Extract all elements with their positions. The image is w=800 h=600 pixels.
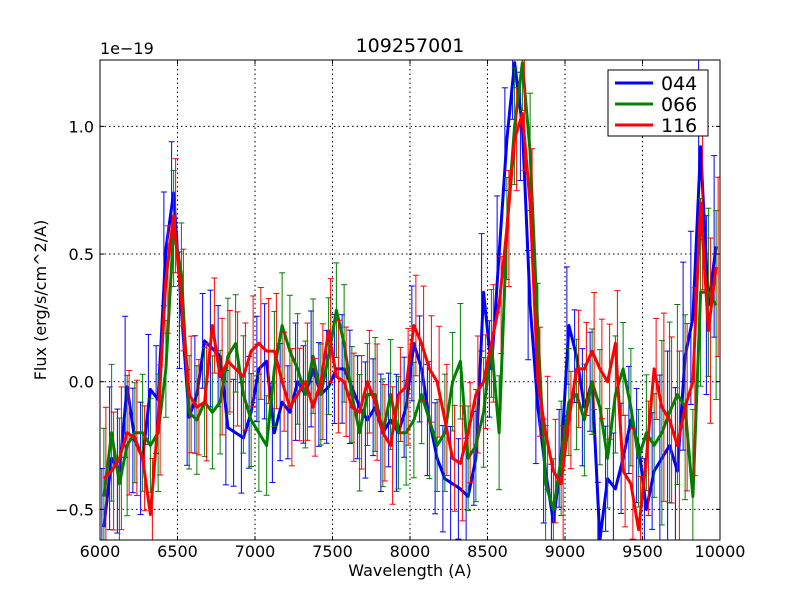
y-tick-label: 0.0 — [69, 373, 94, 392]
x-tick-label: 6500 — [157, 542, 198, 561]
x-tick-label: 6000 — [80, 542, 121, 561]
axis-ticks: 6000 6500 7000 7500 8000 8500 9000 9500 10000 −0.… — [55, 60, 745, 561]
grid-lines — [100, 60, 720, 540]
data-series — [100, 60, 720, 540]
x-tick-label: 10000 — [695, 542, 746, 561]
x-tick-label: 7000 — [235, 542, 276, 561]
legend-label-066: 066 — [661, 94, 697, 116]
x-tick-label: 9000 — [545, 542, 586, 561]
x-tick-label: 8500 — [467, 542, 508, 561]
x-axis-label: Wavelength (A) — [348, 561, 471, 580]
series-116 — [102, 60, 720, 540]
y-tick-label: −0.5 — [55, 500, 94, 519]
series-line-066 — [102, 61, 718, 511]
x-tick-label: 9500 — [622, 542, 663, 561]
legend-label-116: 116 — [661, 115, 697, 137]
series-line-044 — [102, 61, 718, 540]
series-line-116 — [102, 112, 718, 532]
y-axis-label: Flux (erg/s/cm^2/A) — [31, 220, 50, 381]
legend-label-044: 044 — [661, 73, 697, 95]
chart-title: 109257001 — [356, 35, 465, 57]
y-offset-text: 1e−19 — [100, 39, 154, 58]
x-tick-label: 7500 — [312, 542, 353, 561]
y-tick-label: 0.5 — [69, 245, 94, 264]
x-tick-label: 8000 — [390, 542, 431, 561]
y-tick-label: 1.0 — [69, 117, 94, 136]
